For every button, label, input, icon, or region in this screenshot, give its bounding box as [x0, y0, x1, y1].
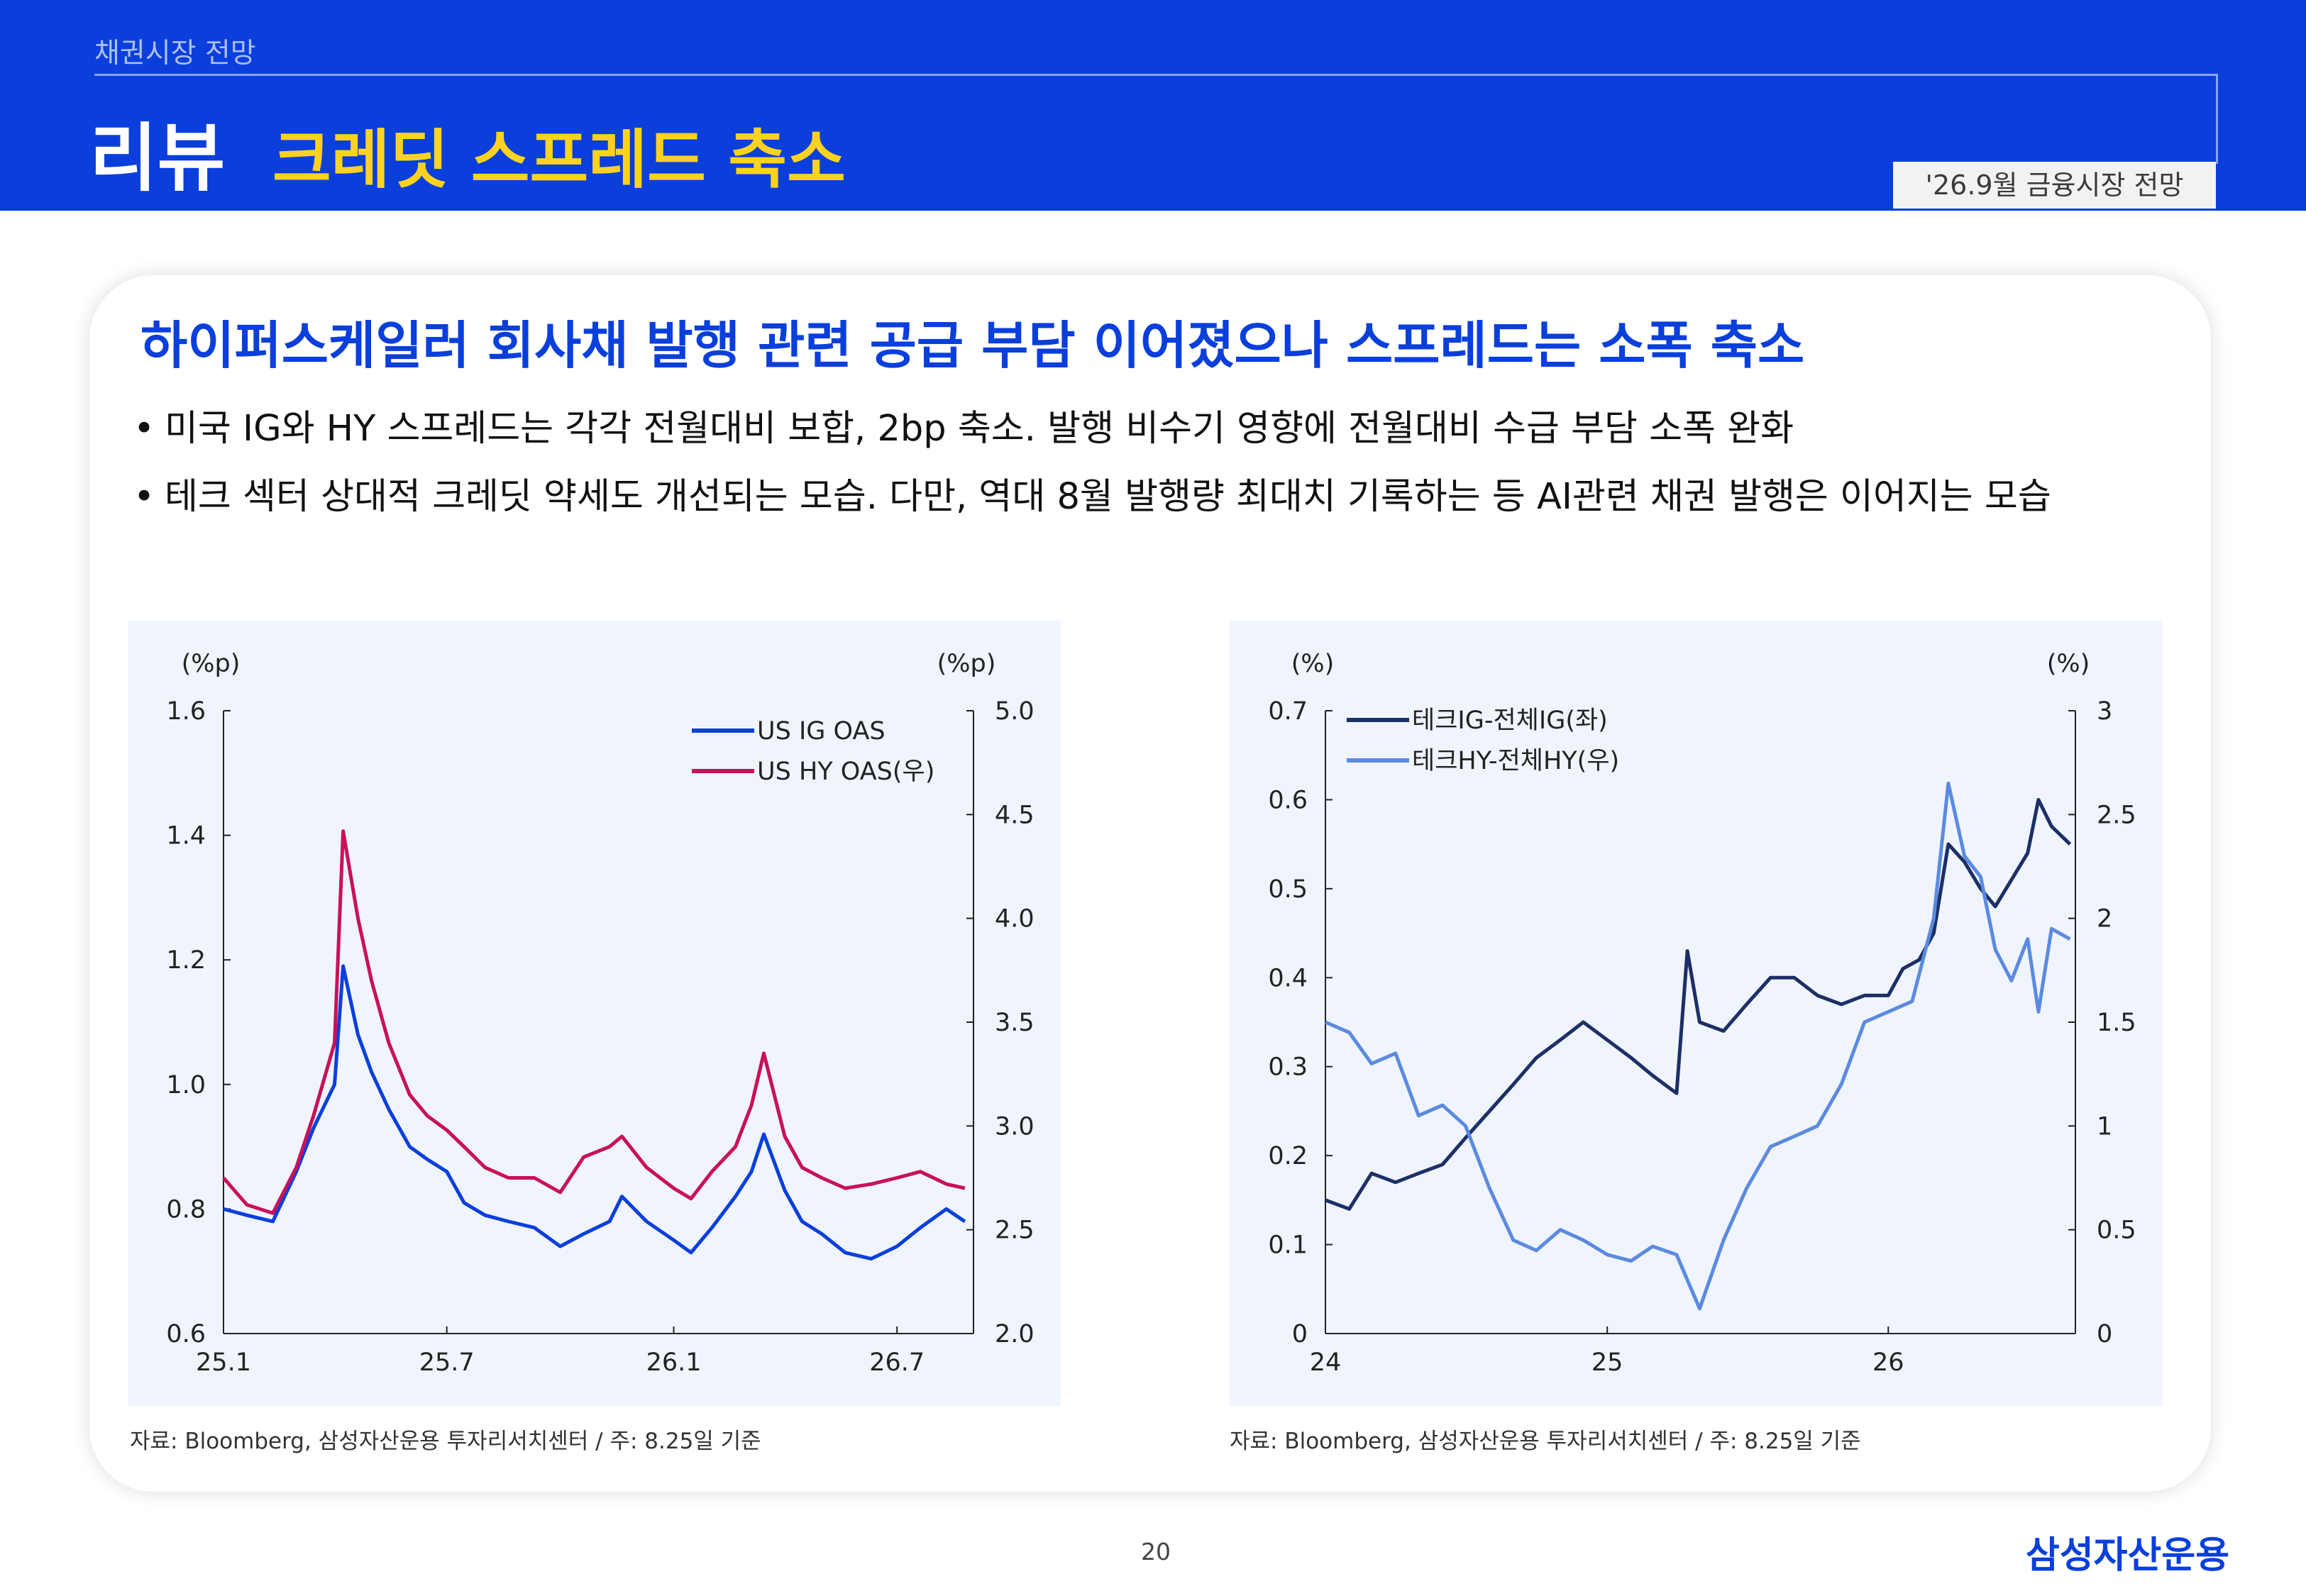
- page-subtitle: 크레딧 스프레드 축소: [272, 123, 846, 197]
- x-tick-label: 26: [1872, 1348, 1904, 1377]
- y-tick-label-right: 2: [2097, 905, 2112, 933]
- y-tick-label-left: 1.6: [166, 697, 206, 726]
- legend-label: 테크HY-전체HY(우): [1412, 747, 1619, 775]
- x-tick-label: 24: [1310, 1348, 1342, 1377]
- bullet-item: • 테크 섹터 상대적 크레딧 약세도 개선되는 모습. 다만, 역대 8월 발행…: [133, 467, 2051, 519]
- series-line-2: [222, 829, 966, 1215]
- y-tick-label-right: 1: [2097, 1112, 2112, 1141]
- chart-panel-spreads: (%p) (%p) 0.6 0.8 1.0 1.2 1.4 1.6 2.0 2.5 3.0 3.5 4.…: [128, 621, 1061, 1406]
- chart-panel-tech: (%) (%) 0 0.1 0.2 0.3 0.4 0.5 0.6 0.7 0 0.5 1 1.5 2 2.5…: [1230, 621, 2163, 1406]
- y-tick-label-left: 0.3: [1268, 1053, 1308, 1082]
- y-tick-label-right: 3.0: [995, 1112, 1035, 1141]
- x-tick-label: 26.1: [646, 1348, 702, 1377]
- tech-spread-chart: (%) (%) 0 0.1 0.2 0.3 0.4 0.5 0.6 0.7 0 0.5 1 1.5 2 2.5…: [1268, 650, 2136, 1377]
- y-tick-label-right: 4.0: [995, 905, 1035, 933]
- x-tick-label: 25.7: [419, 1348, 475, 1377]
- y-tick-label-left: 0.1: [1268, 1231, 1308, 1260]
- y-tick-label-left: 0.6: [1268, 786, 1308, 814]
- y-unit-left: (%p): [182, 650, 241, 678]
- company-logo: 삼성자산운용: [2026, 1534, 2230, 1577]
- y-tick-label-left: 0.2: [1268, 1142, 1308, 1170]
- bullet-dot: •: [133, 476, 155, 518]
- legend-label: US HY OAS(우): [757, 758, 934, 786]
- page-number: 20: [1141, 1538, 1171, 1565]
- bullet-item: • 미국 IG와 HY 스프레드는 각각 전월대비 보합, 2bp 축소. 발행 …: [133, 399, 1794, 451]
- section-label: 채권시장 전망: [94, 38, 256, 70]
- y-tick-label-left: 1.2: [166, 946, 206, 975]
- y-unit-right: (%): [2047, 650, 2090, 678]
- y-tick-label-left: 0.7: [1268, 697, 1308, 726]
- x-tick-label: 25: [1591, 1348, 1623, 1377]
- y-tick-label-right: 2.5: [995, 1217, 1035, 1245]
- y-tick-label-left: 0: [1292, 1320, 1308, 1348]
- issue-badge: '26.9월 금융시장 전망: [1893, 162, 2216, 209]
- bullet-text: 테크 섹터 상대적 크레딧 약세도 개선되는 모습. 다만, 역대 8월 발행량…: [165, 476, 2051, 518]
- legend-label: 테크IG-전체IG(좌): [1412, 706, 1608, 735]
- y-tick-label-right: 5.0: [995, 697, 1035, 726]
- y-tick-label-left: 1.4: [166, 822, 206, 850]
- chart-source: 자료: Bloomberg, 삼성자산운용 투자리서치센터 / 주: 8.25일…: [1230, 1429, 1861, 1454]
- x-tick-label: 26.7: [869, 1348, 925, 1377]
- y-tick-label-left: 0.8: [166, 1195, 206, 1224]
- chart-source: 자료: Bloomberg, 삼성자산운용 투자리서치센터 / 주: 8.25일…: [130, 1429, 761, 1454]
- series-line-1: [223, 964, 966, 1261]
- series-line-1: [1325, 797, 2072, 1211]
- legend-label: US IG OAS: [757, 717, 886, 746]
- spread-chart: (%p) (%p) 0.6 0.8 1.0 1.2 1.4 1.6 2.0 2.5 3.0 3.5 4.…: [166, 650, 1035, 1377]
- title-frame-line: [94, 74, 2218, 164]
- y-tick-label-right: 1.5: [2097, 1009, 2136, 1037]
- y-tick-label-left: 0.5: [1268, 875, 1308, 904]
- y-unit-left: (%): [1291, 650, 1335, 678]
- y-tick-label-right: 0.5: [2097, 1217, 2136, 1245]
- y-tick-label-left: 0.4: [1268, 964, 1308, 992]
- page-title: 리뷰: [89, 115, 226, 201]
- y-tick-label-right: 4.5: [995, 801, 1035, 829]
- y-tick-label-right: 3.5: [995, 1009, 1035, 1037]
- y-tick-label-right: 2.5: [2097, 801, 2136, 829]
- y-tick-label-right: 0: [2097, 1320, 2112, 1348]
- series-line-2: [1325, 781, 2071, 1311]
- y-tick-label-left: 0.6: [166, 1320, 206, 1348]
- bullet-dot: •: [133, 408, 155, 450]
- x-tick-label: 25.1: [196, 1348, 251, 1377]
- y-tick-label-left: 1.0: [166, 1071, 206, 1099]
- headline: 하이퍼스케일러 회사채 발행 관련 공급 부담 이어졌으나 스프레드는 소폭 축…: [140, 316, 1805, 375]
- y-tick-label-right: 3: [2097, 697, 2112, 726]
- y-unit-right: (%p): [937, 650, 996, 678]
- bullet-text: 미국 IG와 HY 스프레드는 각각 전월대비 보합, 2bp 축소. 발행 비…: [165, 408, 1794, 450]
- y-tick-label-right: 2.0: [995, 1320, 1035, 1348]
